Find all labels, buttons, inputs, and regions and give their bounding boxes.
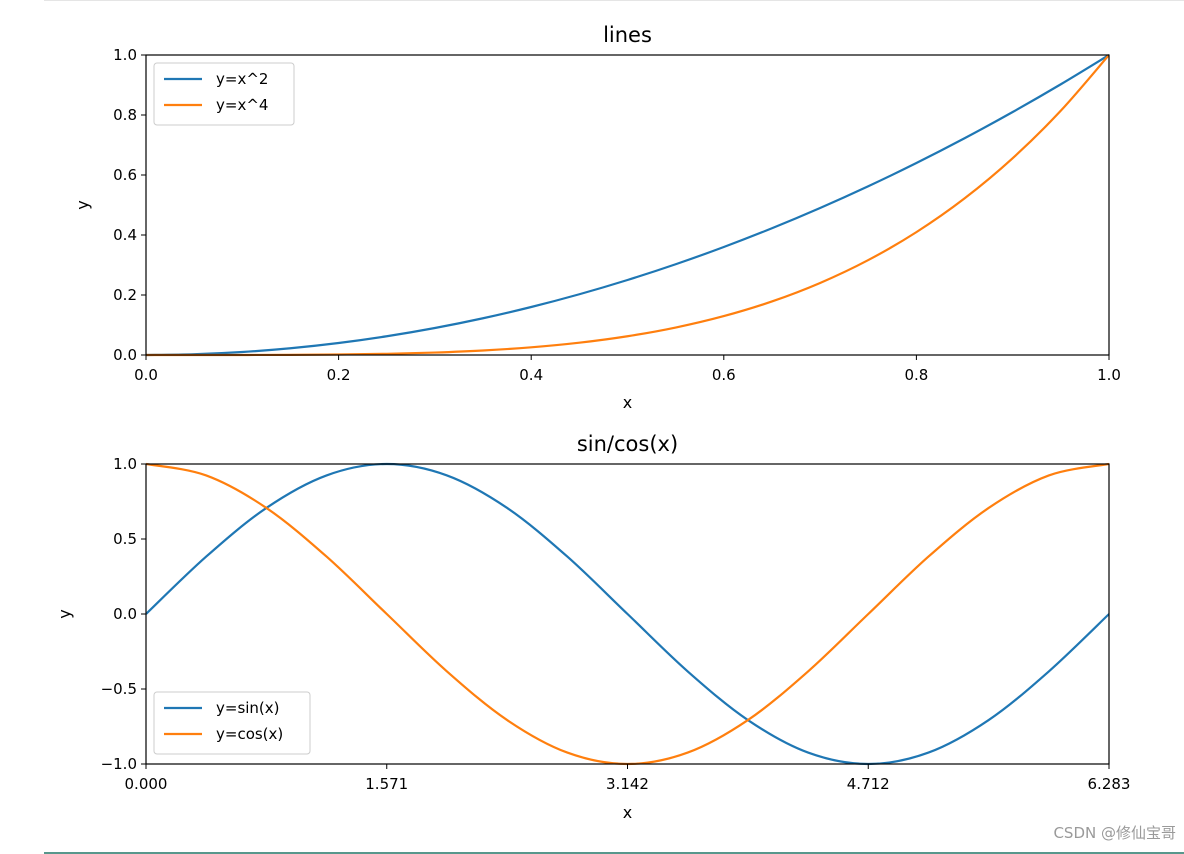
y-tick-label: 0.5 [113, 530, 137, 548]
top-divider [44, 0, 1184, 1]
y-tick-label: −0.5 [101, 680, 137, 698]
chart-panel-2: sin/cos(x) 0.000 1.571 3.142 4.712 6.283 −1.0 −… [55, 432, 1130, 822]
y-tick-label: 0.8 [113, 106, 137, 124]
y-tick-label: 0.0 [113, 605, 137, 623]
x-tick-label: 6.283 [1088, 775, 1131, 793]
watermark: CSDN @修仙宝哥 [1053, 824, 1176, 842]
chart-title: lines [603, 23, 652, 47]
x-tick-label: 0.0 [134, 366, 158, 384]
legend-label-1: y=sin(x) [216, 699, 280, 717]
x-tick-label: 4.712 [847, 775, 890, 793]
x-tick-label: 0.000 [125, 775, 168, 793]
series-line-1 [146, 54, 1109, 357]
x-tick-label: 0.8 [904, 366, 928, 384]
y-tick-label: −1.0 [101, 755, 137, 773]
axes-frame [145, 54, 1110, 356]
legend-label-2: y=cos(x) [216, 725, 283, 743]
series-line-1 [146, 462, 1109, 766]
legend: y=x^2 y=x^4 [153, 62, 295, 126]
y-tick-label: 0.6 [113, 166, 137, 184]
y-tick-label: 1.0 [113, 455, 137, 473]
x-tick-label: 1.571 [365, 775, 408, 793]
x-tick-label: 3.142 [606, 775, 649, 793]
y-axis-label: y [55, 609, 74, 618]
chart-title: sin/cos(x) [577, 432, 678, 456]
legend-label-2: y=x^4 [216, 96, 268, 114]
x-tick-label: 1.0 [1097, 366, 1121, 384]
legend-label-1: y=x^2 [216, 70, 268, 88]
x-axis-label: x [623, 393, 632, 412]
y-tick-label: 0.2 [113, 286, 137, 304]
x-axis-label: x [623, 803, 632, 822]
y-tick-label: 0.4 [113, 226, 137, 244]
legend: y=sin(x) y=cos(x) [153, 691, 311, 755]
bottom-divider [44, 852, 1184, 854]
y-tick-label: 1.0 [113, 46, 137, 64]
y-tick-label: 0.0 [113, 346, 137, 364]
x-tick-label: 0.6 [712, 366, 736, 384]
y-axis-label: y [73, 200, 92, 209]
x-tick-label: 0.2 [327, 366, 351, 384]
x-tick-label: 0.4 [519, 366, 543, 384]
chart-panel-1: lines 0.0 0.2 0.4 0.6 0.8 1.0 0.0 0.2 0.4 0.6 0.8 1.… [73, 23, 1121, 412]
